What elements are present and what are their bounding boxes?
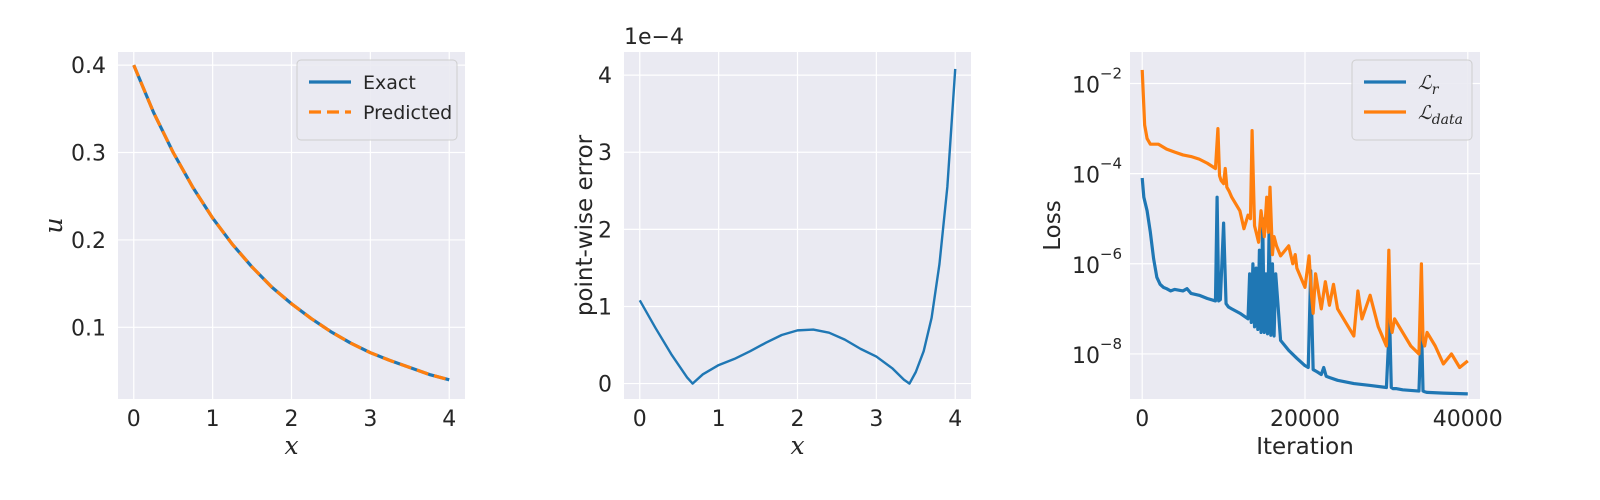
legend: Exact Predicted — [296, 59, 458, 141]
x-axis-label: x — [284, 431, 298, 460]
y-axis-label: point-wise error — [572, 134, 598, 316]
x-tick-label: 1 — [712, 407, 726, 432]
y-axis-label: u — [39, 217, 68, 233]
y-tick-label: 0.3 — [71, 142, 106, 167]
x-tick-label: 2 — [791, 407, 805, 432]
solution-plot: 0 1 2 3 4 0.1 0.2 0.3 0.4 x u Exact Predicted — [39, 52, 465, 460]
y-tick-label: 0.4 — [71, 54, 106, 79]
y-tick-exponent: −4 — [1100, 155, 1122, 173]
y-tick-label: 10 — [1072, 344, 1100, 369]
y-tick-label: 10 — [1072, 164, 1100, 189]
y-tick-label: 0.2 — [71, 229, 106, 254]
y-axis-label: Loss — [1040, 200, 1066, 250]
x-tick-label: 0 — [127, 407, 141, 432]
y-tick-label: 4 — [598, 64, 612, 89]
legend-label: Exact — [363, 72, 416, 94]
y-tick-label: 10 — [1072, 254, 1100, 279]
x-tick-label: 3 — [363, 407, 377, 432]
y-tick-label: 3 — [598, 141, 612, 166]
series-line-predicted — [132, 64, 450, 382]
y-tick-label: 0 — [598, 373, 612, 398]
legend: ℒr ℒdata — [1351, 59, 1473, 141]
x-tick-label: 3 — [869, 407, 883, 432]
y-tick-exponent: −8 — [1100, 335, 1122, 353]
x-tick-label: 0 — [633, 407, 647, 432]
y-tick-label: 10 — [1072, 74, 1100, 99]
legend-frame — [296, 59, 458, 141]
x-tick-label: 40000 — [1433, 407, 1503, 432]
series-line-r — [1140, 177, 1468, 396]
legend-label: ℒr — [1418, 72, 1440, 98]
legend-frame — [1351, 59, 1473, 141]
series-line-error — [638, 68, 957, 385]
legend-label: Predicted — [363, 102, 452, 124]
x-tick-label: 4 — [948, 407, 962, 432]
x-tick-label: 0 — [1135, 407, 1149, 432]
pointwise-error-plot: 0 1 2 3 4 0 1 2 3 4 1e−4 x point-wise error — [572, 25, 971, 460]
y-tick-label: 0.1 — [71, 316, 106, 341]
y-tick-exponent: −2 — [1100, 65, 1122, 83]
x-tick-label: 2 — [285, 407, 299, 432]
x-tick-label: 20000 — [1270, 407, 1340, 432]
legend-label: ℒdata — [1418, 102, 1463, 128]
x-axis-label: x — [790, 431, 804, 460]
y-tick-exponent: −6 — [1100, 245, 1122, 263]
x-axis-label: Iteration — [1256, 434, 1354, 460]
axis-offset-text: 1e−4 — [624, 25, 684, 50]
series-line-data — [1140, 69, 1469, 370]
y-tick-label: 1 — [598, 295, 612, 320]
x-tick-label: 1 — [206, 407, 220, 432]
y-tick-label: 2 — [598, 218, 612, 243]
x-tick-label: 4 — [442, 407, 456, 432]
